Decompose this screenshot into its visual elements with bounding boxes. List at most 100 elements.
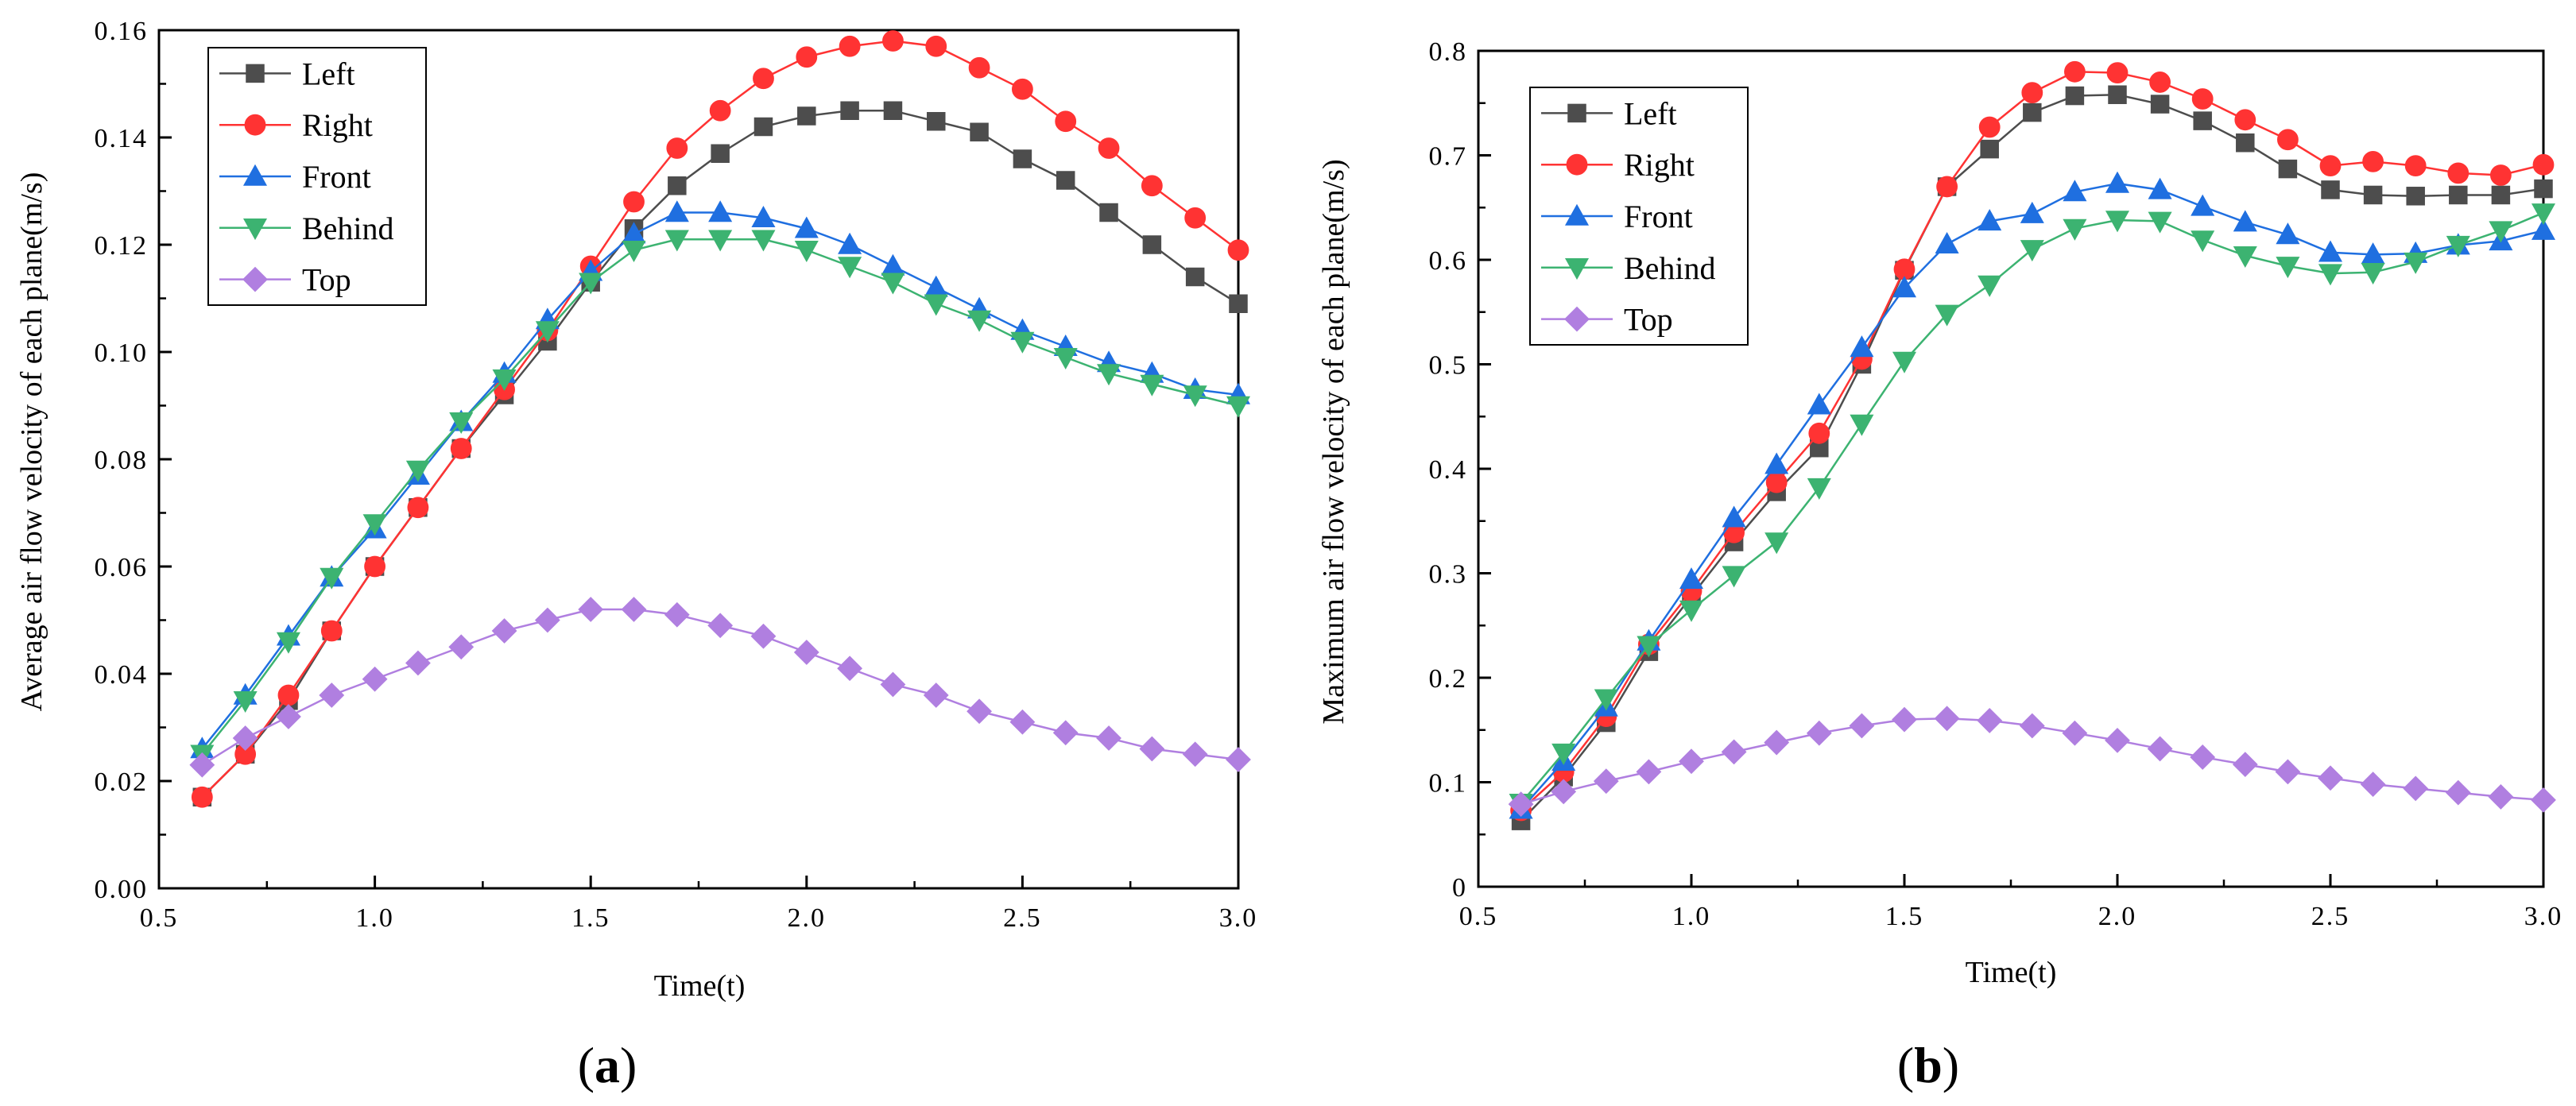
data-point-behind — [362, 514, 387, 536]
y-tick-label: 0.4 — [1429, 455, 1468, 485]
x-tick-label: 0.5 — [140, 903, 179, 933]
legend-marker-top — [242, 266, 268, 292]
data-point-behind — [449, 412, 474, 435]
data-point-top — [2147, 736, 2173, 762]
data-point-front — [751, 205, 776, 227]
data-point-front — [2020, 201, 2044, 223]
data-point-right — [2149, 72, 2171, 93]
data-point-behind — [2318, 264, 2343, 286]
data-point-behind — [2531, 203, 2556, 226]
y-tick-label: 0.14 — [95, 124, 149, 153]
data-point-top — [1934, 706, 1960, 732]
data-point-right — [2021, 82, 2043, 103]
data-point-left — [2449, 185, 2468, 205]
data-point-right — [1765, 471, 1788, 493]
data-point-front — [838, 232, 862, 254]
data-point-front — [1722, 505, 1746, 528]
data-point-behind — [535, 321, 560, 343]
data-point-right — [839, 35, 861, 57]
y-tick-label: 0.3 — [1429, 560, 1468, 590]
data-point-left — [2363, 185, 2383, 205]
data-point-behind — [2404, 252, 2428, 274]
y-tick-label: 0.16 — [95, 17, 149, 46]
data-point-left — [1056, 171, 1075, 190]
data-point-behind — [794, 241, 819, 263]
data-point-front — [708, 200, 733, 222]
data-point-top — [880, 671, 906, 698]
legend-marker-behind — [242, 218, 268, 241]
data-point-top — [276, 704, 301, 729]
data-point-right — [2277, 129, 2299, 151]
data-point-front — [1892, 276, 1917, 298]
data-point-behind — [1183, 385, 1207, 408]
data-point-top — [2105, 727, 2130, 753]
data-point-left — [1099, 203, 1118, 222]
legend-marker-right — [244, 114, 266, 136]
data-point-front — [1935, 231, 1959, 254]
legend-label-front: Front — [302, 159, 371, 195]
data-point-right — [277, 684, 300, 706]
data-point-top — [1679, 748, 1704, 775]
y-tick-label: 0.02 — [95, 768, 149, 797]
data-point-right — [1227, 239, 1249, 261]
legend-marker-right — [1566, 153, 1588, 176]
data-point-behind — [2020, 240, 2044, 262]
series-right — [191, 30, 1249, 808]
y-tick-label: 0.8 — [1429, 37, 1468, 67]
data-point-left — [2236, 133, 2255, 153]
data-point-right — [666, 137, 688, 159]
data-point-right — [2234, 109, 2256, 131]
y-tick-label: 0.5 — [1429, 351, 1468, 381]
data-point-behind — [233, 691, 258, 713]
data-point-left — [840, 101, 859, 120]
data-point-front — [794, 216, 819, 238]
data-point-left — [883, 101, 903, 120]
x-tick-label: 2.5 — [1003, 903, 1042, 933]
data-point-left — [970, 122, 989, 141]
data-point-right — [623, 191, 645, 213]
data-point-top — [923, 683, 949, 708]
data-point-top — [448, 634, 475, 660]
data-point-right — [968, 56, 990, 79]
data-point-top — [1593, 768, 1619, 795]
data-point-top — [707, 613, 734, 639]
panel-b-label-letter: b — [1914, 1037, 1943, 1093]
data-point-top — [750, 623, 777, 649]
data-point-right — [320, 620, 343, 642]
data-point-behind — [2233, 246, 2257, 269]
x-tick-label: 1.5 — [1885, 902, 1924, 931]
data-point-front — [2063, 180, 2087, 202]
data-point-top — [2019, 713, 2045, 739]
legend-label-left: Left — [1624, 95, 1677, 131]
data-point-right — [1978, 116, 2001, 138]
data-point-top — [1226, 747, 1251, 772]
series-top — [1508, 706, 2556, 818]
data-point-top — [1977, 708, 2003, 733]
data-point-left — [2406, 187, 2425, 206]
data-point-top — [1182, 741, 1208, 768]
data-point-left — [2150, 95, 2170, 114]
data-point-left — [797, 106, 816, 126]
x-tick-label: 1.0 — [1672, 902, 1711, 931]
y-tick-label: 0.1 — [1429, 769, 1468, 799]
data-point-front — [2531, 218, 2556, 240]
data-point-right — [191, 786, 213, 808]
data-point-front — [2191, 194, 2215, 216]
x-tick-label: 2.0 — [788, 903, 827, 933]
data-point-behind — [1935, 304, 1959, 327]
x-tick-label: 2.5 — [2311, 902, 2350, 931]
data-point-front — [1764, 452, 1789, 474]
data-point-right — [2532, 153, 2555, 176]
data-point-front — [1807, 393, 1831, 415]
data-point-top — [1009, 709, 1036, 735]
data-point-right — [2106, 62, 2129, 84]
data-point-left — [1013, 149, 1032, 168]
data-point-behind — [924, 294, 948, 316]
data-point-front — [2318, 240, 2343, 262]
data-point-front — [1679, 567, 1704, 590]
data-point-left — [711, 144, 730, 163]
data-point-top — [1892, 706, 1917, 733]
data-point-top — [491, 618, 517, 644]
